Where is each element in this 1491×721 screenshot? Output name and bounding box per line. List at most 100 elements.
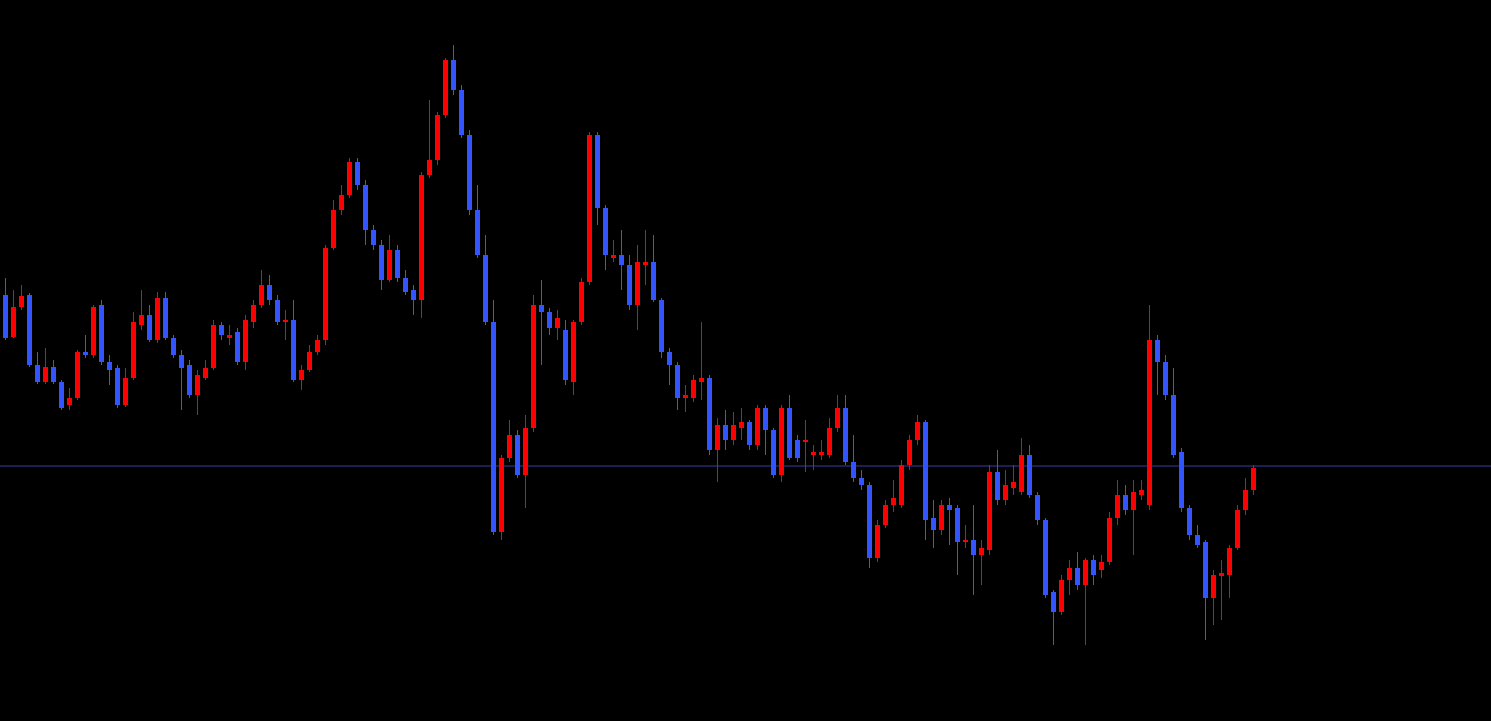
candle-body [763, 408, 768, 430]
candle-body [1195, 535, 1200, 545]
candle-body [963, 540, 968, 542]
candle-body [291, 320, 296, 380]
candle-body [787, 408, 792, 458]
candle-body [459, 90, 464, 135]
candle-body [1043, 520, 1048, 595]
candle-body [931, 518, 936, 530]
candle-body [1051, 592, 1056, 612]
candle-body [1227, 548, 1232, 575]
candle-body [835, 408, 840, 428]
candle-body [667, 352, 672, 365]
candle-body [1123, 495, 1128, 510]
candle-body [203, 368, 208, 378]
candle-body [1067, 568, 1072, 580]
candle-body [435, 115, 440, 160]
candle-body [1035, 495, 1040, 520]
candle-body [115, 368, 120, 405]
candle-body [19, 296, 24, 307]
candle-body [1115, 495, 1120, 518]
candle-body [299, 370, 304, 380]
candle-body [979, 548, 984, 555]
candle-body [475, 210, 480, 255]
candle-body [691, 380, 696, 398]
candle-body [971, 540, 976, 555]
candle-body [259, 285, 264, 305]
candle-body [363, 185, 368, 230]
candle-body [427, 160, 432, 175]
candle-body [267, 285, 272, 300]
candle-body [235, 332, 240, 362]
candle-body [483, 255, 488, 322]
candle-body [1163, 362, 1168, 395]
candle-body [595, 135, 600, 208]
candle-body [715, 425, 720, 450]
candle-body [619, 255, 624, 265]
candle-body [939, 505, 944, 530]
candle-body [155, 298, 160, 340]
candle-body [899, 465, 904, 505]
candle-body [779, 408, 784, 475]
candle-body [1107, 518, 1112, 562]
candle-body [123, 378, 128, 405]
candle-body [395, 250, 400, 278]
candle-body [139, 315, 144, 325]
candle-body [331, 210, 336, 248]
candle-body [1059, 580, 1064, 612]
candle-body [987, 472, 992, 550]
candle-body [531, 305, 536, 428]
candle-body [699, 378, 704, 382]
candle-body [1243, 490, 1248, 510]
candle-body [875, 525, 880, 558]
candle-body [603, 208, 608, 255]
candle-body [251, 305, 256, 322]
candle-body [219, 325, 224, 335]
candle-body [1219, 573, 1224, 576]
candle-body [1027, 455, 1032, 495]
candle-body [491, 322, 496, 532]
candle-body [635, 262, 640, 305]
candle-body [179, 355, 184, 368]
candle-body [35, 365, 40, 382]
candle-body [43, 367, 48, 382]
candle-body [723, 425, 728, 440]
candle-body [11, 307, 16, 337]
candle-body [923, 422, 928, 520]
candle-body [379, 245, 384, 280]
candle-body [83, 352, 88, 355]
candle-body [195, 375, 200, 395]
candle-body [883, 505, 888, 525]
candle-body [307, 352, 312, 370]
candle-body [755, 408, 760, 445]
candle-body [1139, 490, 1144, 495]
candle-body [99, 305, 104, 362]
candle-body [1011, 482, 1016, 488]
candle-body [675, 365, 680, 398]
candle-body [499, 458, 504, 532]
candle-body [611, 255, 616, 258]
candle-body [867, 485, 872, 558]
candle-body [467, 135, 472, 210]
candle-body [731, 425, 736, 440]
candle-body [275, 300, 280, 322]
candle-body [1187, 508, 1192, 535]
candle-body [563, 330, 568, 380]
candle-body [27, 295, 32, 365]
candle-body [163, 298, 168, 338]
candle-body [187, 365, 192, 395]
candle-body [811, 452, 816, 455]
candle-body [419, 175, 424, 300]
candle-body [707, 378, 712, 450]
candle-body [587, 135, 592, 282]
candle-body [995, 472, 1000, 500]
candle-body [51, 367, 56, 382]
candle-body [803, 440, 808, 442]
candle-body [1171, 395, 1176, 455]
candle-body [515, 435, 520, 475]
candle-body [1131, 492, 1136, 510]
candle-body [859, 478, 864, 485]
candle-body [1091, 560, 1096, 575]
candle-body [443, 60, 448, 115]
candle-body [1179, 452, 1184, 508]
